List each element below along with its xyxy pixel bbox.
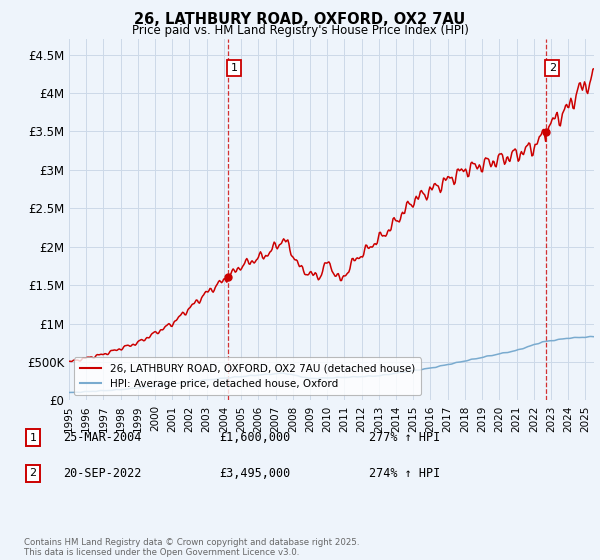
Text: Contains HM Land Registry data © Crown copyright and database right 2025.
This d: Contains HM Land Registry data © Crown c… <box>24 538 359 557</box>
Legend: 26, LATHBURY ROAD, OXFORD, OX2 7AU (detached house), HPI: Average price, detache: 26, LATHBURY ROAD, OXFORD, OX2 7AU (deta… <box>74 357 421 395</box>
Text: 2: 2 <box>549 63 556 73</box>
Text: Price paid vs. HM Land Registry's House Price Index (HPI): Price paid vs. HM Land Registry's House … <box>131 24 469 36</box>
Text: 2: 2 <box>29 468 37 478</box>
Text: 1: 1 <box>230 63 238 73</box>
Text: 274% ↑ HPI: 274% ↑ HPI <box>369 466 440 480</box>
Text: 26, LATHBURY ROAD, OXFORD, OX2 7AU: 26, LATHBURY ROAD, OXFORD, OX2 7AU <box>134 12 466 27</box>
Text: 20-SEP-2022: 20-SEP-2022 <box>63 466 142 480</box>
Text: 277% ↑ HPI: 277% ↑ HPI <box>369 431 440 445</box>
Text: £3,495,000: £3,495,000 <box>219 466 290 480</box>
Text: 1: 1 <box>29 433 37 443</box>
Text: 25-MAR-2004: 25-MAR-2004 <box>63 431 142 445</box>
Text: £1,600,000: £1,600,000 <box>219 431 290 445</box>
